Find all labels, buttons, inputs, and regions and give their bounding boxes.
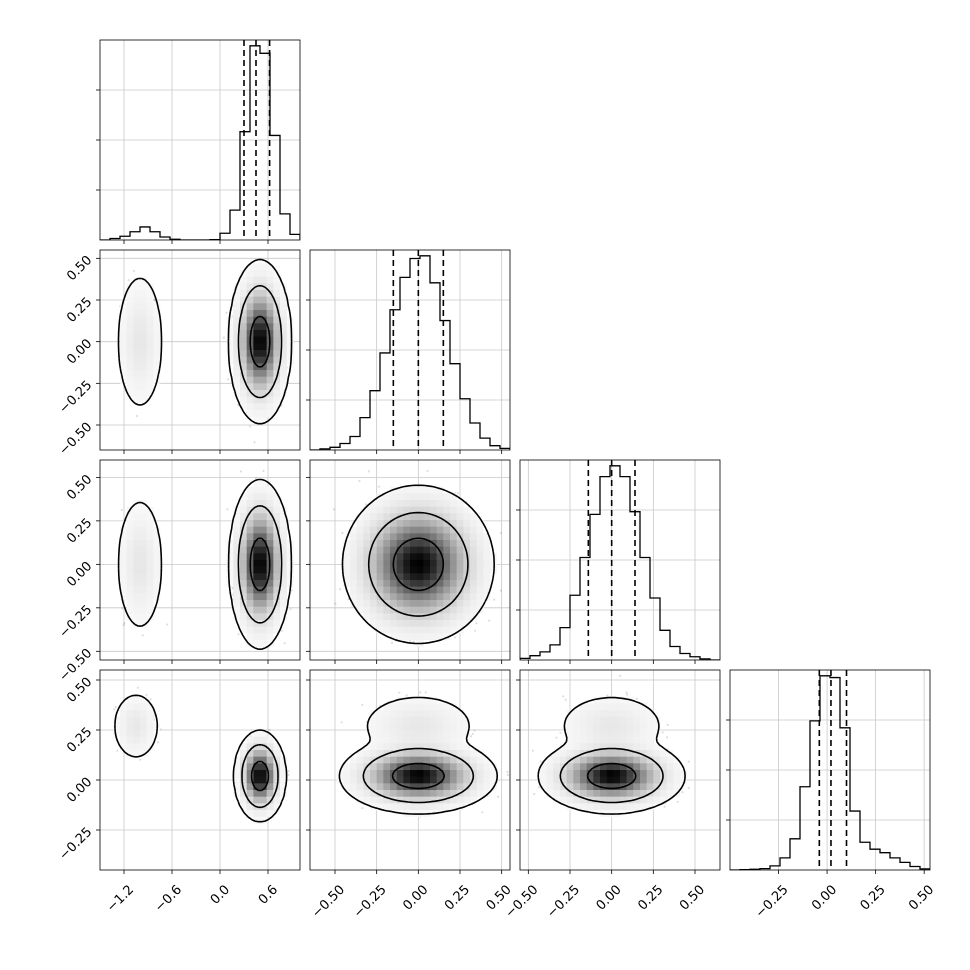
y-tick-label: −0.25 (57, 825, 96, 864)
histogram-steps (730, 675, 930, 870)
axes-frame (309, 249, 511, 451)
density-shading (540, 696, 687, 817)
x-tick-label: 0.50 (677, 882, 708, 913)
density-panel-r2-c0 (99, 459, 301, 661)
contour-line (392, 537, 445, 592)
density-shading (336, 696, 497, 817)
y-tick-label: 0.25 (64, 516, 95, 547)
density-panel-r3-c1 (309, 669, 511, 871)
x-tick-label: 0.25 (635, 882, 666, 913)
axes-frame (99, 459, 301, 661)
density-contours (537, 696, 686, 815)
histogram-steps (520, 465, 720, 660)
x-tick-label: 0.00 (400, 882, 431, 913)
y-tick-label: 0.50 (64, 472, 95, 503)
contour-line (362, 747, 475, 804)
axes-frame (309, 459, 511, 661)
x-tick-label: −0.6 (152, 882, 185, 915)
x-tick-label: 0.25 (442, 882, 473, 913)
y-tick-label: 0.25 (64, 295, 95, 326)
density-shading (113, 696, 287, 824)
contour-line (367, 511, 469, 617)
contour-line (117, 478, 293, 650)
x-tick-label: 0.50 (906, 882, 937, 913)
density-shading (120, 263, 294, 424)
density-panel-r2-c1 (309, 459, 511, 661)
x-tick-label: 0.00 (594, 882, 625, 913)
x-tick-label: 0.0 (208, 882, 233, 907)
contour-line (249, 315, 271, 368)
x-tick-label: 0.6 (256, 882, 281, 907)
histogram-panel-r2-c2 (516, 459, 721, 661)
contour-line (250, 760, 270, 792)
y-tick-label: −0.50 (57, 420, 96, 459)
density-contours (117, 478, 293, 650)
density-panel-r3-c2 (519, 669, 721, 871)
y-tick-label: 0.50 (64, 253, 95, 284)
contour-line (391, 762, 445, 790)
contour-line (537, 696, 686, 815)
axes-frame (309, 669, 511, 871)
contour-line (559, 747, 664, 804)
histogram-panel-r3-c3 (726, 669, 931, 871)
density-contours (341, 484, 495, 645)
axes-frame (99, 39, 301, 241)
axes-frame (729, 669, 931, 871)
x-tick-label: 0.25 (858, 882, 889, 913)
y-tick-label: −0.25 (57, 378, 96, 417)
x-tick-label: −0.25 (351, 882, 390, 921)
y-tick-label: 0.25 (64, 725, 95, 756)
x-tick-label: −0.50 (309, 882, 348, 921)
contour-line (341, 484, 495, 645)
contour-line (237, 505, 283, 624)
axes-frame (519, 669, 721, 871)
contour-line (237, 285, 283, 399)
contour-line (338, 696, 498, 815)
contour-line (117, 258, 293, 425)
contour-line (249, 537, 271, 592)
y-tick-label: −0.50 (57, 646, 96, 685)
x-tick-label: −0.25 (544, 882, 583, 921)
y-tick-label: 0.00 (64, 775, 95, 806)
histogram-steps (310, 255, 510, 450)
x-tick-label: −0.25 (753, 882, 792, 921)
histogram-steps (100, 45, 300, 240)
y-tick-label: 0.00 (64, 336, 95, 367)
density-contours (338, 696, 498, 815)
density-contours (117, 258, 293, 425)
density-contours (114, 694, 288, 823)
histogram-panel-r1-c1 (306, 249, 511, 451)
y-tick-label: −0.25 (57, 603, 96, 642)
histogram-panel-r0-c0 (96, 39, 301, 241)
y-tick-label: 0.00 (64, 559, 95, 590)
contour-line (241, 744, 279, 809)
density-panel-r3-c0 (99, 669, 301, 871)
density-panel-r1-c0 (99, 249, 301, 451)
x-tick-label: 0.00 (809, 882, 840, 913)
contour-line (586, 762, 637, 790)
axes-frame (99, 669, 301, 871)
axes-frame (99, 249, 301, 451)
axes-frame (519, 459, 721, 661)
x-tick-label: −1.2 (104, 882, 137, 915)
contour-line (114, 694, 288, 823)
